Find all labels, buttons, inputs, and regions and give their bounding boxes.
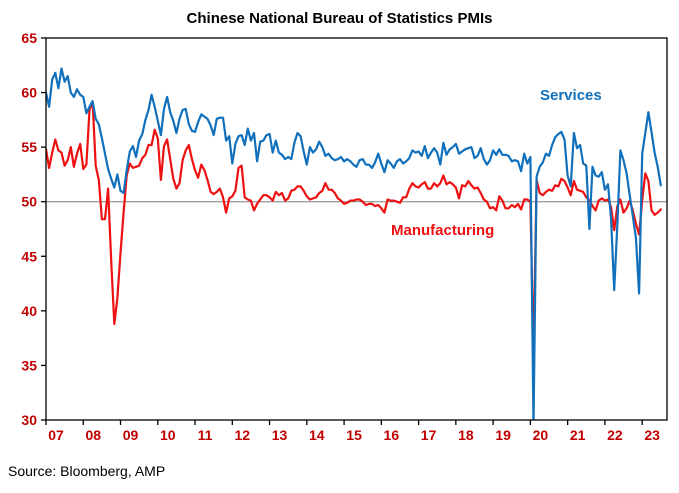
manufacturing-series-label: Manufacturing — [391, 222, 495, 239]
svg-text:17: 17 — [421, 427, 437, 443]
svg-text:22: 22 — [607, 427, 623, 443]
chart-title: Chinese National Bureau of Statistics PM… — [186, 10, 493, 27]
svg-text:10: 10 — [160, 427, 176, 443]
svg-text:11: 11 — [198, 427, 213, 443]
svg-text:19: 19 — [495, 427, 511, 443]
svg-text:13: 13 — [272, 427, 288, 443]
svg-text:15: 15 — [346, 427, 362, 443]
svg-text:30: 30 — [21, 412, 37, 428]
source-note: Source: Bloomberg, AMP — [8, 463, 166, 479]
svg-text:40: 40 — [21, 303, 37, 319]
svg-text:14: 14 — [309, 427, 325, 443]
svg-text:09: 09 — [123, 427, 139, 443]
svg-text:21: 21 — [570, 427, 586, 443]
svg-text:65: 65 — [21, 30, 37, 46]
svg-text:20: 20 — [533, 427, 549, 443]
svg-text:60: 60 — [21, 85, 37, 101]
svg-text:12: 12 — [235, 427, 251, 443]
svg-text:08: 08 — [85, 427, 101, 443]
svg-text:35: 35 — [21, 357, 37, 373]
services-series-label: Services — [540, 87, 602, 104]
svg-text:07: 07 — [48, 427, 64, 443]
svg-text:50: 50 — [21, 194, 37, 210]
svg-text:55: 55 — [21, 139, 37, 155]
chart-plot-area: 30 35 40 45 50 55 60 65 07 08 09 10 11 12 13 14 15 16 17 18… — [21, 30, 668, 443]
svg-text:23: 23 — [644, 427, 660, 443]
svg-text:18: 18 — [458, 427, 474, 443]
svg-text:45: 45 — [21, 248, 37, 264]
svg-text:16: 16 — [384, 427, 400, 443]
